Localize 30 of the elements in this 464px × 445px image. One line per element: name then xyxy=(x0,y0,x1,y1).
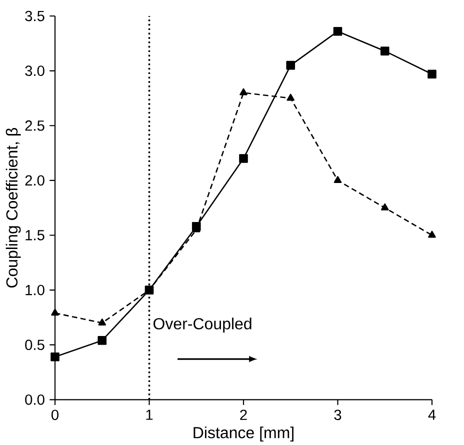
point xyxy=(50,352,60,362)
y-tick-label: 2.5 xyxy=(25,120,44,131)
y-tick-label: 1.0 xyxy=(26,284,44,296)
point xyxy=(240,88,248,96)
point xyxy=(286,94,295,101)
point xyxy=(286,60,296,70)
x-tick-label: 2 xyxy=(240,410,247,420)
x-tick-label: 3 xyxy=(334,410,342,420)
y-tick-label: 0.0 xyxy=(25,394,44,405)
point xyxy=(428,230,436,238)
y-tick-label: 3.5 xyxy=(25,10,44,22)
point xyxy=(334,176,342,183)
y-tick-label: 3.0 xyxy=(25,66,44,76)
point xyxy=(428,70,436,78)
y-axis-title: Coupling Coefficient, β xyxy=(6,128,21,288)
point xyxy=(239,154,248,163)
annotation: Over-Coupled xyxy=(153,318,252,333)
x-axis-title: Distance [mm] xyxy=(194,426,294,442)
point xyxy=(380,46,390,56)
y-tick-label: 2.0 xyxy=(25,175,44,186)
x-tick-label: 0 xyxy=(51,410,58,420)
point xyxy=(51,308,59,316)
x-tick-label: 4 xyxy=(428,410,436,420)
point xyxy=(380,203,389,210)
x-tick-label: 1 xyxy=(146,410,153,420)
point xyxy=(98,336,107,345)
y-tick-label: 1.5 xyxy=(26,230,44,240)
point xyxy=(333,26,342,36)
point xyxy=(98,318,106,326)
y-tick-label: 0.5 xyxy=(25,340,44,350)
